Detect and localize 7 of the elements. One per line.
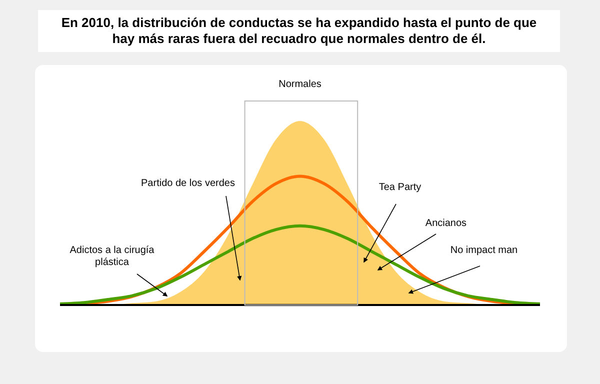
annotation: Partido de los verdes bbox=[141, 178, 235, 189]
text: Normales bbox=[278, 79, 322, 90]
annotation: Adictos a la cirugía plástica bbox=[70, 245, 155, 268]
annotation: No impact man bbox=[450, 245, 518, 256]
annotation: Ancianos bbox=[425, 218, 467, 229]
chart-title: En 2010, la distribución de conductas se ha expandido hasta el punto de que hay más raras fuera del recuadro que normales dentro de él. bbox=[60, 15, 538, 47]
annotation: Tea Party bbox=[378, 182, 422, 193]
